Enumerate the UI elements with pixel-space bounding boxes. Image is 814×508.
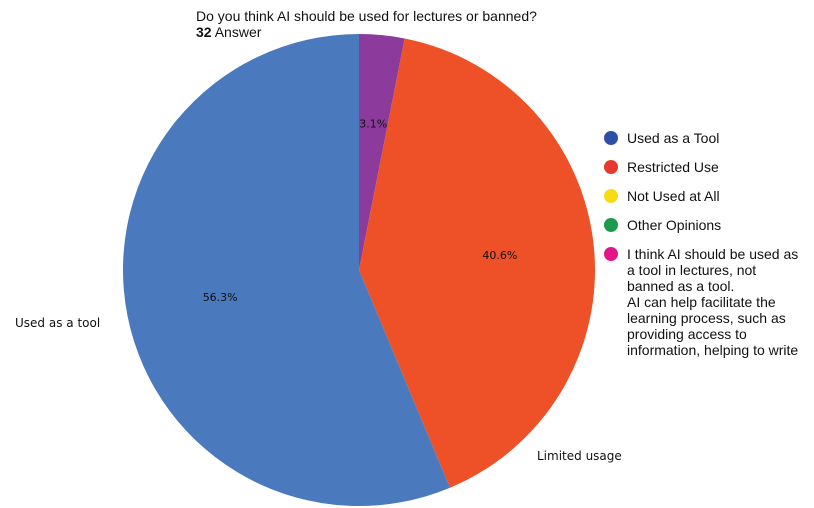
legend-item-2: Not Used at All <box>604 188 814 204</box>
legend-item-1: Restricted Use <box>604 159 814 175</box>
pie-slice-0 <box>359 34 405 270</box>
legend-swatch-icon <box>604 131 618 145</box>
chart-header: Do you think AI should be used for lectu… <box>196 8 537 40</box>
pie-slice-1 <box>359 38 595 488</box>
pie-slice-2 <box>123 34 450 506</box>
answer-count: 32 Answer <box>196 24 537 40</box>
legend-label: Used as a Tool <box>627 130 720 146</box>
legend-item-0: Used as a Tool <box>604 130 814 146</box>
legend-label: Other Opinions <box>627 217 722 233</box>
slice-percent-label-0: 3.1% <box>359 117 387 130</box>
answer-count-label: Answer <box>214 24 262 40</box>
question-title: Do you think AI should be used for lectu… <box>196 8 537 24</box>
slice-category-label-1: Limited usage <box>537 449 622 463</box>
slice-percent-label-2: 56.3% <box>203 291 238 304</box>
legend: Used as a Tool Restricted Use Not Used at … <box>604 130 814 371</box>
legend-swatch-icon <box>604 189 618 203</box>
legend-label: Restricted Use <box>627 159 719 175</box>
legend-swatch-icon <box>604 160 618 174</box>
legend-item-3: Other Opinions <box>604 217 814 233</box>
legend-swatch-icon <box>604 247 618 261</box>
legend-label: I think AI should be used as a tool in l… <box>627 246 799 358</box>
legend-item-4: I think AI should be used as a tool in l… <box>604 246 814 358</box>
answer-count-value: 32 <box>196 24 212 40</box>
slice-percent-label-1: 40.6% <box>482 249 517 262</box>
slice-category-label-2: Used as a tool <box>15 316 100 330</box>
legend-label: Not Used at All <box>627 188 720 204</box>
legend-swatch-icon <box>604 218 618 232</box>
